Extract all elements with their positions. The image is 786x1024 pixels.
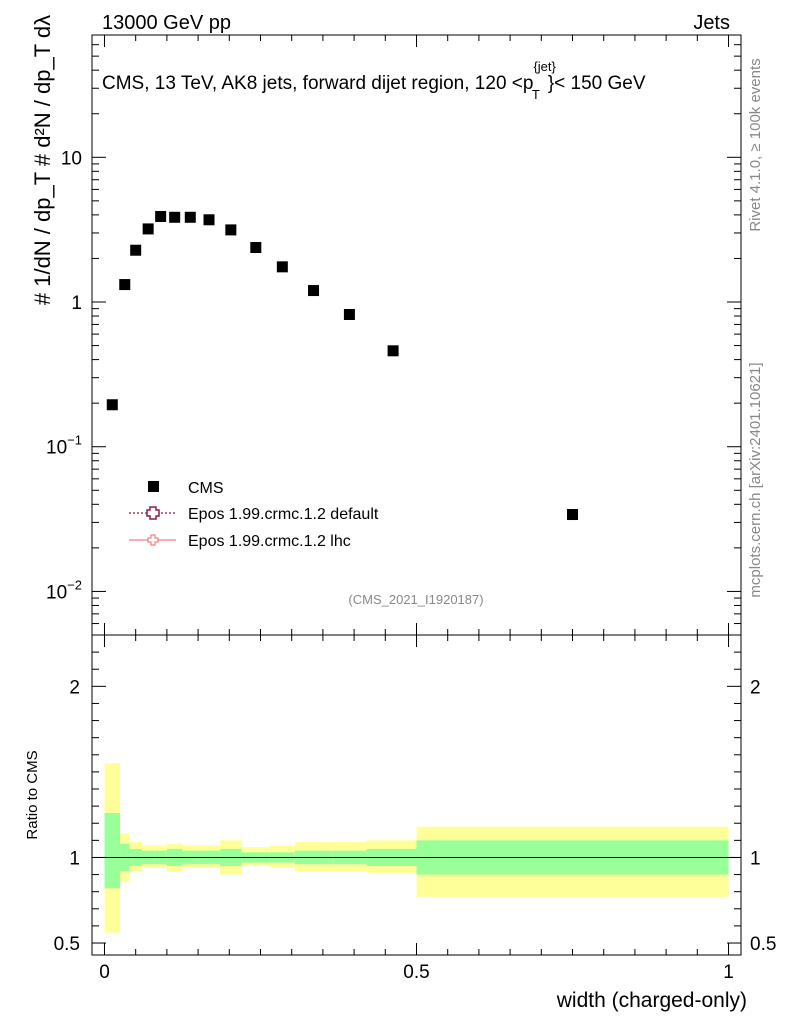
ratio-ylabel: Ratio to CMS: [24, 750, 41, 839]
ratio-y-tick-label-right: 2: [750, 677, 761, 698]
cms-data-point: [276, 261, 288, 273]
analysis-tag: (CMS_2021_I1920187): [348, 592, 483, 607]
y-tick-label: 10−1: [46, 433, 82, 459]
cms-data-points: [106, 210, 579, 521]
main-title-prefix: CMS, 13 TeV, AK8 jets, forward dijet reg…: [102, 73, 533, 94]
main-title-sub: T: [532, 87, 540, 102]
y-tick-label-exponent: −1: [67, 433, 82, 448]
ratio-uncertainty-bands: [104, 763, 729, 933]
y-tick-label-base: 1: [71, 293, 82, 314]
cms-data-point: [119, 279, 131, 291]
main-title: CMS, 13 TeV, AK8 jets, forward dijet reg…: [102, 59, 646, 102]
y-tick-label: 1: [71, 293, 82, 314]
y-tick-label-base: 10: [46, 582, 67, 603]
cms-data-point: [184, 211, 196, 223]
cms-data-point: [155, 210, 167, 222]
x-tick-label: 0: [99, 962, 110, 983]
y-tick-label: 10−2: [46, 577, 82, 603]
header-left: 13000 GeV pp: [102, 12, 231, 34]
legend-label-epos-lhc: Epos 1.99.crmc.1.2 lhc: [188, 533, 351, 550]
main-axis-ticks: [92, 34, 741, 636]
cms-data-point: [387, 345, 399, 357]
cms-data-point: [250, 242, 262, 254]
ratio-y-tick-label-left: 1: [69, 848, 80, 869]
ratio-y-tick-label-right: 0.5: [750, 934, 776, 955]
y-tick-label-base: 10: [46, 438, 67, 459]
ratio-y-tick-label-left: 2: [69, 677, 80, 698]
rivet-version-label: Rivet 4.1.0, ≥ 100k events: [747, 58, 764, 231]
x-tick-labels: 0 0.5 1: [99, 962, 734, 983]
x-tick-label: 1: [723, 962, 734, 983]
y-tick-label-base: 10: [61, 148, 82, 169]
cms-data-point: [308, 285, 320, 297]
legend-marker-cms: [148, 481, 159, 492]
cms-data-point: [142, 223, 154, 235]
cms-data-point: [130, 244, 142, 256]
main-title-sup: {jet}: [533, 59, 556, 74]
ratio-y-tick-label-left: 0.5: [54, 934, 80, 955]
x-tick-label: 0.5: [403, 962, 429, 983]
legend-label-cms: CMS: [188, 480, 224, 497]
ratio-plot-frame: [91, 634, 742, 956]
y-tick-label-exponent: −2: [67, 577, 82, 592]
cms-data-point: [169, 211, 181, 223]
y-tick-label: 10: [61, 148, 82, 169]
ratio-axis-ticks: [92, 635, 741, 955]
legend-marker-epos-lhc: [147, 534, 159, 546]
ratio-y-tick-labels: 0.5 0.5 1 1 2 2: [54, 677, 777, 955]
ratio-y-tick-label-right: 1: [750, 848, 761, 869]
main-ylabel: # 1/dN / dp_T # d²N / dp_T dλ: [30, 15, 55, 305]
ratio-ylabel-text: Ratio to CMS: [24, 750, 41, 839]
cms-data-point: [567, 509, 579, 521]
legend-marker-epos-default: [146, 506, 160, 520]
cms-data-point: [203, 214, 215, 226]
main-ylabel-text: # 1/dN / dp_T # d²N / dp_T dλ: [30, 15, 55, 305]
header-right: Jets: [693, 12, 730, 34]
cms-data-point: [343, 308, 355, 320]
legend: CMS Epos 1.99.crmc.1.2 default Epos 1.99…: [129, 480, 379, 550]
legend-label-epos-default: Epos 1.99.crmc.1.2 default: [188, 506, 379, 523]
x-axis-label: width (charged-only): [556, 989, 747, 1012]
mcplots-label: mcplots.cern.ch [arXiv:2401.10621]: [747, 362, 764, 597]
cms-data-point: [225, 224, 237, 236]
main-title-suffix: }< 150 GeV: [548, 73, 646, 94]
cms-data-point: [106, 399, 118, 411]
ratio-band-inner: [104, 812, 121, 889]
